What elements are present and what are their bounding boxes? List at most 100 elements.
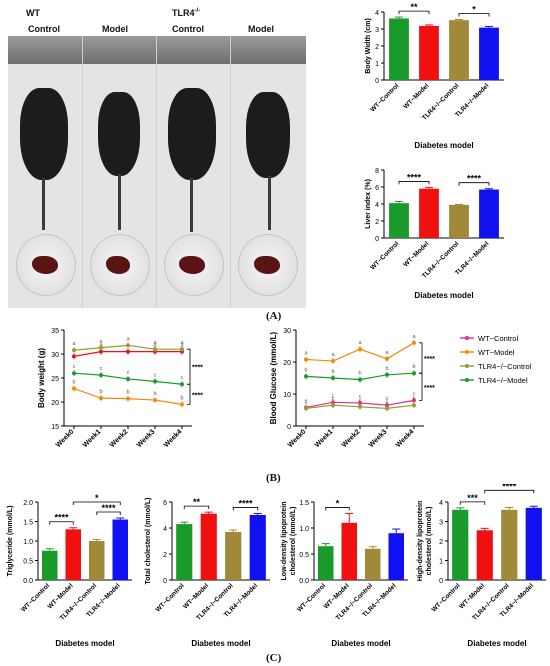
y-axis-label: Body weight (g) bbox=[37, 348, 46, 408]
x-tick-label: Week1 bbox=[314, 428, 335, 449]
bar bbox=[452, 509, 469, 580]
y-tick-label: 3 bbox=[375, 27, 379, 34]
panel-label-a: (A) bbox=[266, 310, 282, 322]
bar bbox=[341, 522, 358, 580]
significance-label: **** bbox=[424, 356, 435, 363]
legend-label: TLR4−/−Model bbox=[478, 376, 528, 385]
significance-label: **** bbox=[101, 503, 116, 513]
group-letter: b bbox=[126, 390, 129, 396]
group-letter: c bbox=[359, 394, 362, 400]
y-tick-label: 15 bbox=[51, 424, 59, 431]
bar bbox=[476, 530, 493, 580]
x-tick-label: Week1 bbox=[82, 428, 103, 449]
significance-bracket bbox=[49, 521, 74, 525]
significance-bracket bbox=[325, 507, 350, 511]
y-axis-label: Blood Glucose (mmol/L) bbox=[269, 331, 278, 424]
bar bbox=[389, 18, 409, 80]
significance-label: *** bbox=[467, 493, 478, 503]
group-letter: a bbox=[304, 350, 308, 356]
body-weight-chart: 15 20 25 30 35 Week0 Week1 Week2 Week3 Week4 Body … bbox=[37, 328, 203, 449]
significance-bracket bbox=[419, 342, 423, 374]
legend-swatch-marker bbox=[465, 350, 469, 354]
significance-bracket bbox=[187, 348, 191, 385]
y-tick-label: 30 bbox=[283, 328, 291, 335]
panel-label-c: (C) bbox=[266, 652, 282, 664]
y-tick-label: 4 bbox=[163, 526, 167, 533]
group-letter: a bbox=[412, 334, 416, 340]
y-tick-label: 4 bbox=[375, 10, 379, 17]
y-tick-label: 2.0 bbox=[23, 500, 33, 507]
y-tick-label: 0.5 bbox=[299, 552, 309, 559]
bar bbox=[419, 188, 439, 238]
y-tick-label: 35 bbox=[51, 328, 59, 335]
y-tick-label: 0.0 bbox=[299, 578, 309, 585]
group-letter: a bbox=[99, 339, 103, 345]
bar bbox=[317, 546, 334, 580]
legend-label: WT−Model bbox=[478, 348, 515, 357]
y-tick-label: 0 bbox=[375, 236, 379, 243]
x-tick-label: Week3 bbox=[136, 428, 157, 449]
significance-label: ** bbox=[410, 2, 418, 12]
legend-label: WT−Control bbox=[478, 334, 519, 343]
group-letter: b bbox=[358, 371, 361, 377]
bar bbox=[525, 507, 542, 580]
group-letter: b bbox=[412, 364, 415, 370]
significance-bracket bbox=[72, 501, 121, 505]
group-letter: a bbox=[99, 343, 103, 349]
y-tick-label: 1.0 bbox=[23, 539, 33, 546]
legend-swatch-marker bbox=[465, 378, 469, 382]
group-letter: a bbox=[358, 340, 362, 346]
group-letter: b bbox=[72, 380, 75, 386]
significance-bracket bbox=[232, 507, 259, 511]
group-letter: b bbox=[331, 369, 334, 375]
group-letter: a bbox=[72, 341, 76, 347]
panel-label-b: (B) bbox=[266, 472, 281, 484]
bar bbox=[501, 509, 518, 580]
group-letter: b bbox=[99, 389, 102, 395]
group-letter: c bbox=[100, 366, 103, 372]
x-axis-label: Diabetes model bbox=[191, 639, 250, 648]
group-letter: c bbox=[332, 393, 335, 399]
y-tick-label: 2 bbox=[439, 539, 443, 546]
group-letter: c bbox=[386, 396, 389, 402]
bar bbox=[176, 524, 193, 580]
category-label: WT−Control bbox=[296, 582, 327, 613]
legend-swatch-marker bbox=[465, 336, 469, 340]
y-axis-label: Body Width (cm) bbox=[365, 18, 372, 74]
group-letter: a bbox=[126, 336, 130, 342]
group-letter: c bbox=[413, 391, 416, 397]
x-tick-label: Week0 bbox=[55, 428, 76, 449]
group-letter: c bbox=[359, 398, 362, 404]
x-tick-label: Week0 bbox=[287, 428, 308, 449]
significance-label: **** bbox=[407, 172, 422, 182]
group-letter: a bbox=[153, 340, 157, 346]
significance-label: **** bbox=[192, 392, 203, 399]
bar bbox=[249, 515, 266, 580]
col-label-wt-control: Control bbox=[28, 24, 60, 34]
group-letter: c bbox=[305, 399, 308, 405]
photo-wt-model bbox=[82, 36, 157, 308]
bar bbox=[449, 204, 469, 238]
group-letter: c bbox=[386, 399, 389, 405]
y-tick-label: 0 bbox=[163, 578, 167, 585]
group-letter: c bbox=[181, 375, 184, 381]
group-letter: a bbox=[153, 343, 157, 349]
bar bbox=[88, 541, 105, 580]
category-label: WT−Control bbox=[369, 82, 400, 113]
x-tick-label: Week2 bbox=[109, 428, 130, 449]
col-label-wt-model: Model bbox=[102, 24, 128, 34]
significance-label: ** bbox=[193, 497, 201, 507]
significance-label: **** bbox=[467, 174, 482, 184]
y-axis-label: cholesterol (mmol/L) bbox=[290, 507, 297, 576]
significance-label: * bbox=[336, 498, 340, 508]
y-axis-label: Total cholesterol (mmol/L) bbox=[145, 498, 152, 585]
x-tick-label: Week2 bbox=[341, 428, 362, 449]
bar bbox=[364, 548, 381, 580]
y-tick-label: 0.5 bbox=[23, 559, 33, 566]
x-axis-label: Diabetes model bbox=[414, 291, 473, 300]
bar bbox=[389, 203, 409, 238]
blood-glucose-chart: 0 10 20 30 Week0 Week1 Week2 Week3 Week4 Blood Gl… bbox=[269, 328, 435, 449]
significance-bracket bbox=[96, 511, 121, 515]
y-tick-label: 0.0 bbox=[23, 578, 33, 585]
